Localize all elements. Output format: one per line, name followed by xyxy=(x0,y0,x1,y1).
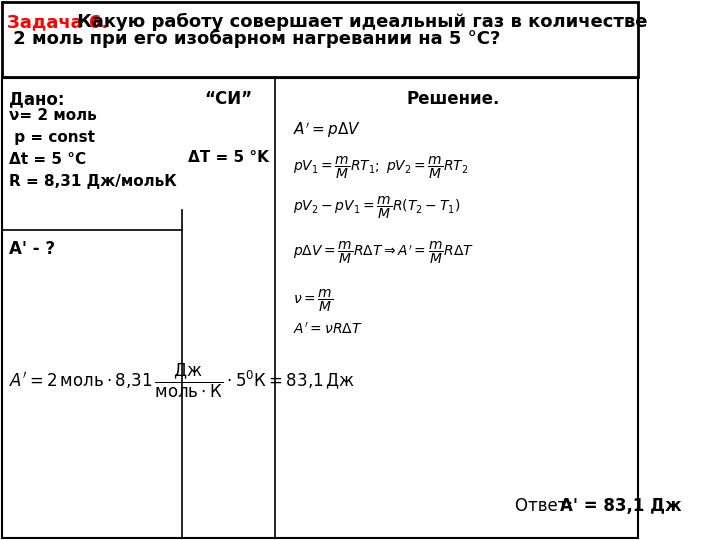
Text: $\nu = \dfrac{m}{M}$: $\nu = \dfrac{m}{M}$ xyxy=(293,288,333,314)
Text: ν= 2 моль: ν= 2 моль xyxy=(9,108,96,123)
Text: p = const: p = const xyxy=(9,130,95,145)
Text: ΔT = 5 °K: ΔT = 5 °K xyxy=(188,150,269,165)
Text: $A' = p\Delta V$: $A' = p\Delta V$ xyxy=(293,120,361,140)
Text: Δt = 5 °C: Δt = 5 °C xyxy=(9,152,86,167)
Text: Решение.: Решение. xyxy=(406,90,500,108)
Text: $pV_2 - pV_1 = \dfrac{m}{M} R(T_2 - T_1)$: $pV_2 - pV_1 = \dfrac{m}{M} R(T_2 - T_1)… xyxy=(293,195,461,221)
Text: Дано:: Дано: xyxy=(9,90,64,108)
Text: $A' = 2\,\mathrm{моль} \cdot 8{,}31\,\dfrac{\mathrm{Дж}}{\mathrm{моль \cdot К}} : $A' = 2\,\mathrm{моль} \cdot 8{,}31\,\df… xyxy=(9,362,355,400)
Text: $A' = \nu R\Delta T$: $A' = \nu R\Delta T$ xyxy=(293,322,363,337)
Text: $p\Delta V = \dfrac{m}{M} R\Delta T \Rightarrow A' = \dfrac{m}{M} R\Delta T$: $p\Delta V = \dfrac{m}{M} R\Delta T \Rig… xyxy=(293,240,474,266)
Text: Задача 6.: Задача 6. xyxy=(7,13,108,31)
Text: 2 моль при его изобарном нагревании на 5 °C?: 2 моль при его изобарном нагревании на 5… xyxy=(7,30,500,48)
Bar xyxy=(1,2,638,77)
Text: “СИ”: “СИ” xyxy=(204,90,252,108)
Text: Ответ:: Ответ: xyxy=(515,497,579,515)
Text: А' = 83,1 Дж: А' = 83,1 Дж xyxy=(559,497,681,515)
Text: Какую работу совершает идеальный газ в количестве: Какую работу совершает идеальный газ в к… xyxy=(71,13,647,31)
Bar xyxy=(1,78,638,538)
Text: $pV_1 = \dfrac{m}{M} RT_1; \; pV_2 = \dfrac{m}{M} RT_2$: $pV_1 = \dfrac{m}{M} RT_1; \; pV_2 = \df… xyxy=(293,155,469,181)
Text: А' - ?: А' - ? xyxy=(9,240,55,258)
Text: R = 8,31 Дж/мольК: R = 8,31 Дж/мольК xyxy=(9,174,176,189)
